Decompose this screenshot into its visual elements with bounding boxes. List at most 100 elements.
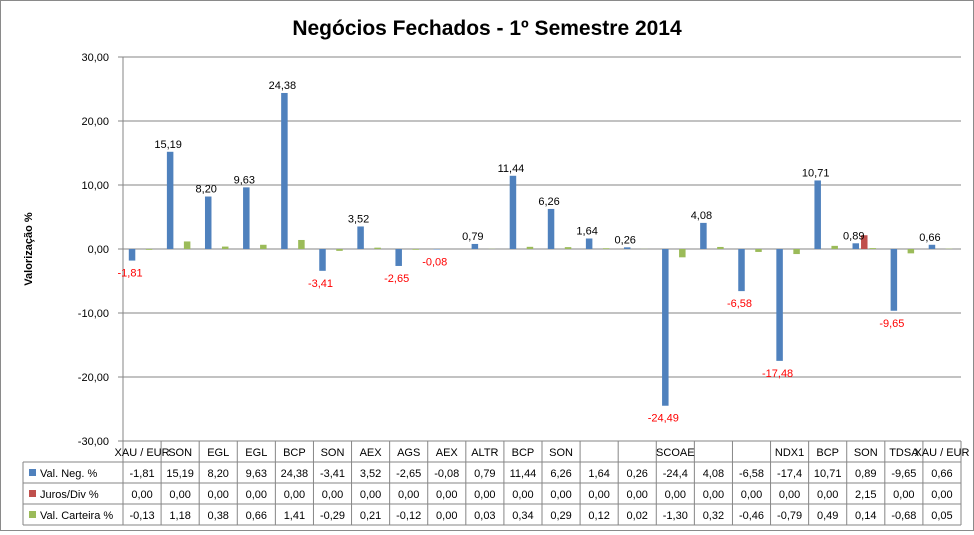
table-cell: 1,18	[169, 510, 190, 522]
bar	[908, 249, 915, 253]
table-cell: -3,41	[320, 468, 345, 480]
table-cell: -1,81	[130, 468, 155, 480]
data-label: -0,08	[422, 257, 447, 269]
data-label: -3,41	[308, 278, 333, 290]
bar	[738, 249, 745, 291]
chart-title: Negócios Fechados - 1º Semestre 2014	[292, 17, 682, 40]
data-label: 11,44	[498, 163, 525, 175]
table-cell: 0,49	[817, 510, 838, 522]
bar	[412, 249, 419, 250]
table-cell: 1,64	[588, 468, 609, 480]
bar	[776, 249, 783, 361]
bar	[565, 247, 572, 249]
table-cell: 0,03	[474, 510, 495, 522]
data-label: 0,66	[919, 232, 940, 244]
table-cell: 4,08	[703, 468, 724, 480]
data-label: -1,81	[118, 268, 143, 280]
y-axis-label: Valorização %	[23, 212, 35, 286]
legend-label: Val. Carteira %	[40, 510, 113, 522]
table-cell: 0,00	[931, 489, 952, 501]
bar	[717, 247, 724, 249]
bar	[319, 249, 326, 271]
bar	[814, 180, 821, 249]
table-cell: -0,12	[396, 510, 421, 522]
x-category-label: BCP	[512, 447, 535, 459]
table-cell: -0,29	[320, 510, 345, 522]
table-cell: 11,44	[510, 468, 537, 480]
data-label: 4,08	[691, 210, 712, 222]
table-cell: 0,00	[398, 489, 419, 501]
y-tick-label: -10,00	[78, 308, 109, 320]
bar	[129, 249, 136, 261]
table-cell: 0,00	[779, 489, 800, 501]
table-cell: 0,26	[627, 468, 648, 480]
table-cell: 0,79	[474, 468, 495, 480]
bar	[167, 152, 174, 249]
plot-area: 30,0020,0010,000,00-10,00-20,00-30,00-1,…	[23, 52, 970, 525]
bar	[281, 93, 288, 249]
y-tick-label: -20,00	[78, 372, 109, 384]
bar	[679, 249, 686, 257]
bar	[527, 247, 534, 249]
legend-key	[29, 469, 36, 476]
x-category-label: AEX	[360, 447, 383, 459]
bar	[586, 239, 593, 249]
table-cell: 0,21	[360, 510, 381, 522]
bar	[662, 249, 669, 406]
x-category-label: AGS	[397, 447, 420, 459]
y-tick-label: 30,00	[81, 52, 109, 64]
table-cell: -0,46	[739, 510, 764, 522]
data-label: 0,79	[462, 231, 483, 243]
y-tick-label: -30,00	[78, 436, 109, 448]
table-cell: -0,13	[130, 510, 155, 522]
table-cell: 0,00	[703, 489, 724, 501]
y-tick-label: 0,00	[88, 244, 109, 256]
table-cell: 0,00	[208, 489, 229, 501]
data-label: -9,65	[879, 318, 904, 330]
legend-label: Val. Neg. %	[40, 468, 97, 480]
bar	[603, 248, 610, 249]
table-cell: 15,19	[166, 468, 194, 480]
table-cell: 24,38	[281, 468, 309, 480]
table-cell: 2,15	[855, 489, 876, 501]
bar	[700, 223, 707, 249]
table-cell: -1,30	[663, 510, 688, 522]
bar	[260, 245, 267, 249]
data-label: 10,71	[802, 167, 830, 179]
bar	[510, 176, 517, 249]
table-cell: 0,00	[893, 489, 914, 501]
table-cell: -0,68	[891, 510, 916, 522]
legend-label: Juros/Div %	[40, 489, 99, 501]
table-cell: 0,38	[208, 510, 229, 522]
bar	[298, 240, 305, 249]
data-label: 0,26	[615, 234, 636, 246]
bar	[205, 197, 212, 249]
table-cell: 0,00	[665, 489, 686, 501]
x-category-label: SON	[321, 447, 345, 459]
data-label: -24,49	[648, 413, 679, 425]
x-category-label: SCOAE	[656, 447, 695, 459]
legend-key	[29, 511, 36, 518]
data-label: 15,19	[154, 139, 182, 151]
data-label: 9,63	[234, 174, 255, 186]
data-label: 3,52	[348, 213, 369, 225]
bar	[243, 187, 250, 249]
bar	[831, 246, 838, 249]
bar	[472, 244, 479, 249]
table-cell: -0,79	[777, 510, 802, 522]
table-cell: 6,26	[550, 468, 571, 480]
y-tick-label: 10,00	[81, 180, 109, 192]
table-cell: -17,4	[777, 468, 802, 480]
bar	[395, 249, 402, 266]
table-cell: -9,65	[891, 468, 916, 480]
bar	[548, 209, 555, 249]
table-cell: 0,00	[169, 489, 190, 501]
bar	[222, 247, 229, 249]
table-cell: -6,58	[739, 468, 764, 480]
table-cell: 0,66	[931, 468, 952, 480]
table-cell: -0,08	[434, 468, 459, 480]
table-cell: 0,00	[741, 489, 762, 501]
x-category-label: BCP	[816, 447, 839, 459]
